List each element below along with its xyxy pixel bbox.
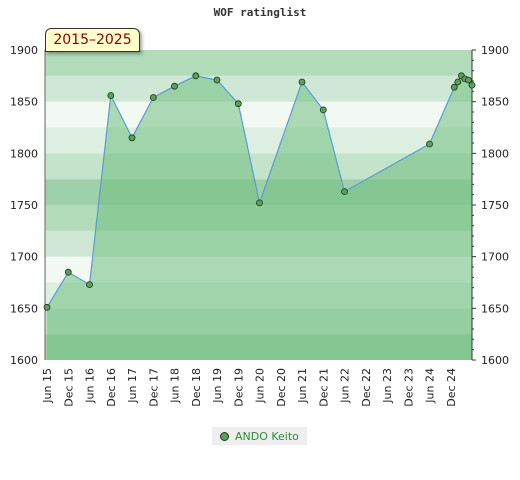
legend-label: ANDO Keito (235, 429, 299, 443)
x-tick-label: Dec 23 (402, 368, 415, 407)
data-point (64, 268, 72, 276)
y-tick-label-right: 1800 (481, 147, 509, 160)
data-point (298, 78, 306, 86)
x-tick-label: Jun 22 (339, 368, 352, 404)
y-tick-label-right: 1650 (481, 302, 509, 315)
y-tick-label-left: 1850 (10, 96, 38, 109)
x-tick-label: Dec 24 (445, 368, 458, 407)
data-point (319, 106, 327, 114)
x-tick-label: Dec 18 (190, 368, 203, 407)
data-point (149, 94, 157, 101)
data-point (213, 76, 221, 84)
x-tick-label: Jun 23 (381, 368, 394, 404)
x-tick-label: Jun 16 (84, 368, 97, 404)
x-tick-label: Jun 18 (169, 368, 182, 404)
y-tick-label-left: 1650 (10, 302, 38, 315)
x-tick-label: Jun 20 (254, 368, 267, 404)
y-tick-label-right: 1900 (481, 44, 509, 57)
x-tick-label: Dec 16 (105, 368, 118, 407)
data-point (256, 199, 263, 207)
band (45, 50, 472, 76)
legend-marker-icon (220, 431, 229, 441)
y-tick-label-left: 1700 (10, 251, 38, 264)
x-tick-label: Jun 24 (424, 368, 437, 404)
data-point (107, 92, 115, 99)
x-tick-label: Jun 21 (296, 368, 309, 404)
y-axis-left-ticks: 1600 1650 1700 1750 1800 1850 1900 (10, 44, 38, 367)
y-tick-label-left: 1800 (10, 147, 38, 160)
data-point (468, 81, 476, 89)
data-point (128, 134, 136, 142)
x-tick-label: Dec 15 (62, 368, 75, 407)
data-point (234, 100, 242, 108)
period-badge: 2015–2025 (45, 28, 140, 52)
y-tick-label-right: 1750 (481, 199, 509, 212)
y-tick-label-right: 1700 (481, 251, 509, 264)
x-tick-label: Dec 17 (147, 368, 160, 407)
data-point (192, 72, 200, 80)
data-point (454, 78, 462, 86)
data-point (171, 82, 178, 90)
y-tick-label-left: 1600 (10, 354, 38, 367)
data-point (450, 83, 458, 91)
data-point (465, 76, 472, 84)
y-tick-label-left: 1900 (10, 44, 38, 57)
y-tick-label-right: 1600 (481, 354, 509, 367)
x-tick-label: Dec 22 (360, 368, 373, 407)
x-tick-label: Dec 21 (317, 368, 330, 407)
data-point (426, 140, 433, 148)
data-point (43, 303, 51, 311)
rating-points (43, 72, 476, 311)
x-tick-label: Jun 17 (126, 368, 139, 404)
x-tick-label: Jun 19 (211, 368, 224, 404)
y-tick-label-left: 1750 (10, 199, 38, 212)
y-tick-label-right: 1850 (481, 96, 509, 109)
x-tick-label: Dec 19 (232, 368, 245, 407)
area-fill (47, 75, 472, 361)
y-axis-right-ticks: 1600 1650 1700 1750 1800 1850 1900 (472, 44, 509, 367)
x-axis-ticks: Jun 15 Dec 15 Jun 16 Dec 16 Jun 17 Dec 17 Jun … (41, 368, 458, 407)
band (45, 75, 472, 102)
data-point (86, 281, 93, 289)
legend[interactable]: ANDO Keito (212, 427, 307, 445)
chart-title: WOF ratinglist (214, 6, 307, 19)
data-point (341, 188, 348, 196)
x-tick-label: Dec 20 (275, 368, 288, 407)
x-tick-label: Jun 15 (41, 368, 54, 404)
